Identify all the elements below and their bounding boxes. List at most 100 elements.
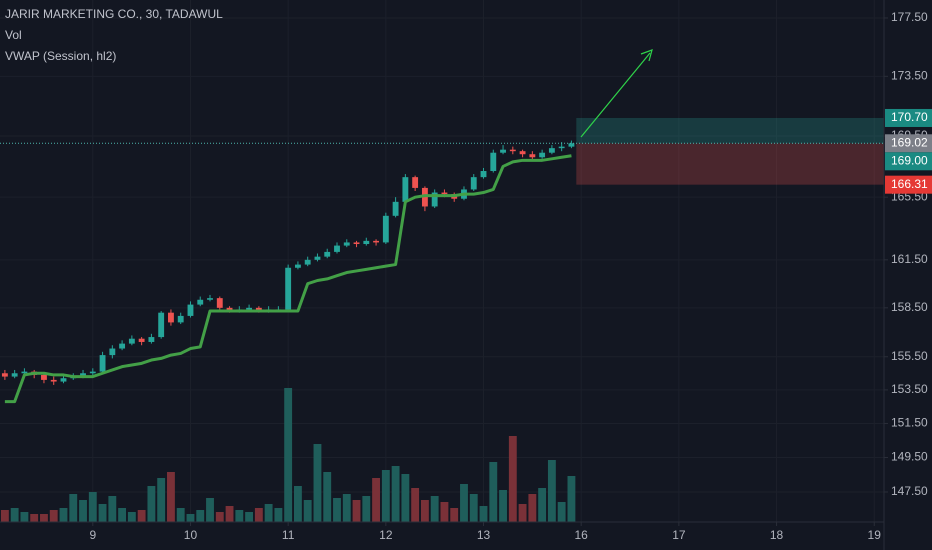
candle-body — [177, 315, 184, 323]
vwap-line — [4, 154, 572, 404]
volume-bar — [20, 512, 29, 522]
candle-body — [60, 378, 67, 382]
volume-bar — [499, 490, 507, 522]
candle-body — [363, 240, 370, 245]
volume-bar — [323, 472, 332, 522]
price-badge — [885, 134, 932, 153]
candle-body — [392, 201, 399, 216]
candle-body — [470, 177, 477, 190]
price-badge-label: 170.70 — [891, 110, 928, 124]
volume-bar — [313, 444, 322, 522]
candle-body — [246, 307, 253, 310]
volume-bar — [518, 504, 527, 522]
target-zone — [576, 117, 884, 144]
candle-body — [148, 337, 155, 342]
y-tick-label: 149.50 — [891, 450, 928, 464]
volume-bar — [264, 504, 273, 522]
indicator-label: Vol — [5, 28, 22, 42]
candle-body — [1, 373, 8, 377]
volume-bar — [40, 514, 48, 522]
volume-bar — [284, 388, 293, 522]
y-tick-label: 147.50 — [891, 484, 928, 498]
x-tick-label: 16 — [575, 528, 589, 542]
volume-bar — [362, 496, 371, 522]
candle-body — [558, 146, 565, 149]
volume-bar — [342, 494, 351, 522]
indicator-label: VWAP (Session, hl2) — [5, 49, 116, 63]
volume-bar — [401, 474, 410, 522]
candle-body — [314, 256, 321, 260]
x-tick-label: 19 — [868, 528, 882, 542]
volume-bar — [157, 478, 166, 522]
volume-bar — [176, 508, 185, 522]
volume-bar — [489, 462, 498, 522]
volume-bar — [79, 500, 87, 522]
y-tick-label: 151.50 — [891, 416, 928, 430]
candle-body — [529, 154, 536, 158]
volume-bar — [293, 486, 302, 522]
y-tick-label: 155.50 — [891, 349, 928, 363]
x-tick-label: 13 — [477, 528, 491, 542]
volume-bar — [10, 508, 19, 522]
volume-bar — [567, 476, 576, 522]
candle-body — [21, 371, 28, 374]
y-tick-label: 161.50 — [891, 252, 928, 266]
candle-body — [11, 373, 18, 377]
volume-bar — [430, 496, 439, 522]
volume-bar — [59, 508, 68, 522]
volume-bar — [108, 496, 117, 522]
volume-bar — [391, 466, 400, 522]
arrow-head — [640, 49, 653, 62]
candle-body — [207, 298, 213, 300]
candle-body — [138, 338, 145, 342]
candle-body — [255, 307, 262, 312]
candle-body — [548, 148, 555, 153]
x-tick-label: 10 — [184, 528, 198, 542]
volume-bar — [137, 510, 146, 522]
candle-body — [500, 149, 506, 153]
candle-body — [324, 251, 331, 257]
volume-bar — [186, 514, 195, 522]
volume-bar — [206, 498, 214, 522]
volume-bar — [254, 508, 263, 522]
volume-bar — [450, 508, 459, 522]
candle-body — [568, 143, 575, 147]
stop-zone — [576, 143, 884, 185]
candle-body — [480, 171, 487, 178]
x-tick-label: 9 — [89, 528, 96, 542]
volume-bar — [30, 514, 39, 522]
volume-bar — [303, 500, 312, 522]
y-tick-label: 153.50 — [891, 382, 928, 396]
volume-bar — [352, 500, 361, 522]
x-tick-label: 17 — [672, 528, 686, 542]
candle-body — [216, 298, 223, 308]
candle-body — [519, 151, 526, 155]
candle-body — [412, 177, 419, 188]
candle-body — [431, 192, 438, 207]
volume-bar — [508, 436, 517, 522]
candle-body — [402, 177, 409, 202]
candle-body — [226, 307, 233, 312]
volume-bar — [479, 506, 488, 522]
volume-bar — [469, 494, 478, 522]
price-badge — [885, 152, 932, 171]
candle-body — [128, 338, 135, 344]
candle-body — [373, 240, 379, 243]
price-badge-label: 169.00 — [891, 153, 928, 167]
volume-bar — [215, 512, 224, 522]
volume-bar — [0, 510, 9, 522]
candle-body — [539, 152, 546, 158]
volume-bar — [167, 472, 175, 522]
volume-bar — [245, 512, 254, 522]
candle-body — [119, 343, 126, 349]
volume-bar — [557, 502, 566, 522]
volume-bar — [118, 508, 127, 522]
candle-body — [197, 299, 204, 305]
candle-body — [353, 242, 360, 245]
volume-bar — [460, 484, 468, 522]
y-tick-label: 158.50 — [891, 300, 928, 314]
candle-body — [334, 245, 340, 252]
x-tick-label: 12 — [379, 528, 393, 542]
